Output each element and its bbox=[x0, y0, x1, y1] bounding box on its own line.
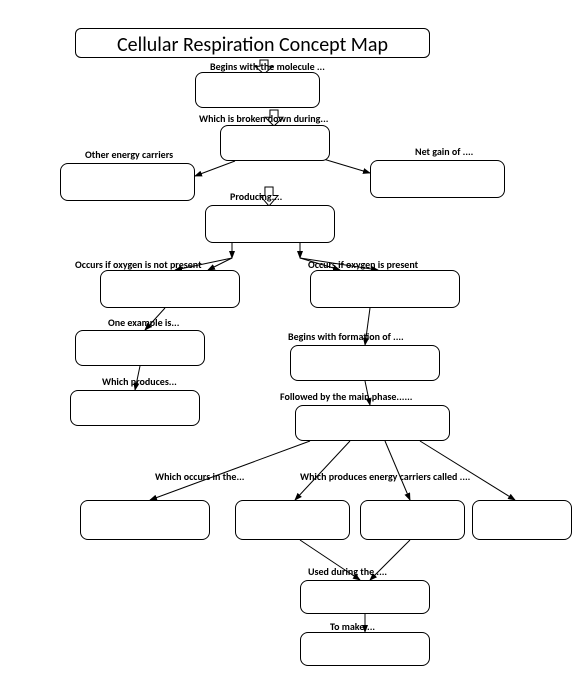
node-n8 bbox=[75, 330, 205, 366]
node-n5 bbox=[205, 205, 335, 243]
label-l5: Producing.... bbox=[230, 190, 282, 203]
node-n10 bbox=[70, 390, 200, 426]
label-l12: Which occurs in the... bbox=[155, 470, 244, 483]
node-n9 bbox=[290, 345, 440, 381]
label-l7: Occurs if oxygen is present bbox=[308, 258, 418, 271]
label-l2: Which is broken down during... bbox=[199, 112, 328, 125]
node-n14 bbox=[360, 500, 465, 540]
diagram-title: Cellular Respiration Concept Map bbox=[75, 28, 430, 58]
edge-n5b-n6c bbox=[208, 258, 232, 270]
node-n7 bbox=[310, 270, 460, 308]
label-l6: Occurs if oxygen is not present bbox=[75, 258, 202, 271]
node-n15 bbox=[472, 500, 572, 540]
node-n13 bbox=[235, 500, 350, 540]
label-l4: Net gain of .... bbox=[415, 145, 473, 158]
label-l1: Begins with the molecule ... bbox=[210, 60, 325, 73]
node-n16 bbox=[300, 580, 430, 614]
node-n12 bbox=[80, 500, 210, 540]
node-n4 bbox=[370, 160, 505, 198]
label-l13: Which produces energy carriers called ..… bbox=[300, 470, 470, 483]
label-l9: Begins with formation of .... bbox=[288, 330, 404, 343]
label-l8: One example is... bbox=[108, 316, 179, 329]
node-n2 bbox=[220, 125, 330, 161]
label-l11: Followed by the main phase...... bbox=[280, 390, 412, 403]
label-l14: Used during the .... bbox=[308, 565, 387, 578]
node-n6 bbox=[100, 270, 240, 308]
edge-n2-n3 bbox=[195, 161, 235, 176]
node-n1 bbox=[195, 72, 320, 108]
label-l15: To make.... bbox=[330, 620, 375, 633]
concept-map-canvas: Cellular Respiration Concept Map Begins … bbox=[0, 0, 585, 689]
edge-n2-n4 bbox=[320, 158, 370, 173]
node-n3 bbox=[60, 163, 195, 201]
label-l3: Other energy carriers bbox=[85, 148, 173, 161]
node-n11 bbox=[295, 405, 450, 441]
node-n17 bbox=[300, 632, 430, 666]
label-l10: Which produces... bbox=[102, 375, 177, 388]
